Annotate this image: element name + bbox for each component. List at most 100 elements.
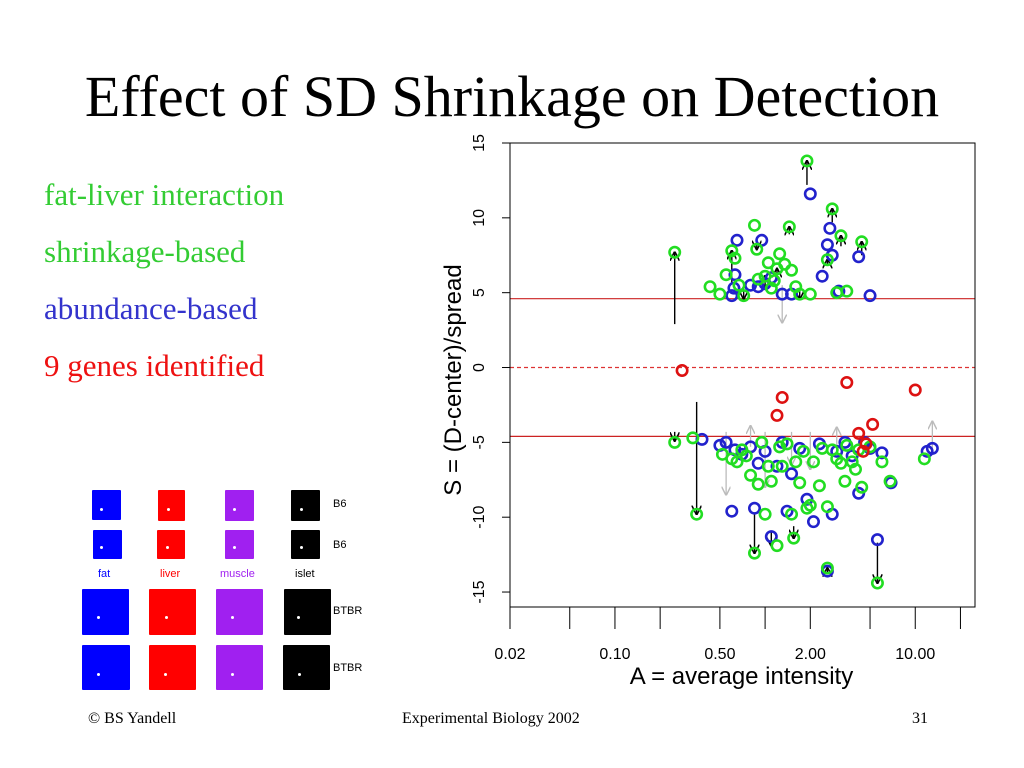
abundance-based-point-21 <box>719 435 733 449</box>
x-tick-label-3: 2.00 <box>795 646 826 663</box>
shrinkage-based-point-16 <box>773 247 787 261</box>
shrinkage-based-point-27 <box>834 229 848 243</box>
shrinkage-based-point-50 <box>787 531 801 545</box>
x-tick-label-0: 0.02 <box>494 646 525 663</box>
shrinkage-based-point-69 <box>855 480 869 494</box>
bullet-genes-identified: 9 genes identified <box>44 348 265 383</box>
shrinkage-based-point-45 <box>770 539 784 553</box>
bullet-shrinkage: shrinkage-based <box>44 234 246 269</box>
shrinkage-based-point-55 <box>803 498 817 512</box>
shrinkage-based-point-23 <box>803 287 817 301</box>
shrinkage-based-point-64 <box>838 474 852 488</box>
bullet-fat-liver: fat-liver interaction <box>44 177 285 212</box>
abundance-based-point-46 <box>870 533 884 547</box>
abundance-based-point-11 <box>803 187 817 201</box>
identified-point-5 <box>856 444 870 458</box>
identified-point-2 <box>775 390 789 404</box>
shrinkage-based-point-18 <box>782 220 796 234</box>
y-tick-label-1: -10 <box>471 506 488 529</box>
shrinkage-based-point-65 <box>840 438 854 452</box>
shrinkage-based-point-8 <box>748 218 762 232</box>
abundance-based-point-26 <box>748 501 762 515</box>
shrinkage-based-point-14 <box>767 274 781 288</box>
shrinkage-based-point-41 <box>755 435 769 449</box>
shrinkage-based-point-22 <box>800 154 814 168</box>
bullet-abundance: abundance-based <box>44 291 258 326</box>
shrinkage-based-point-60 <box>820 561 834 575</box>
abundance-based-point-5 <box>751 280 765 294</box>
shrinkage-based-point-1 <box>703 280 717 294</box>
shrinkage-based-point-13 <box>764 281 778 295</box>
identified-point-6 <box>859 437 873 451</box>
x-tick-label-1: 0.10 <box>599 646 630 663</box>
abundance-based-point-22 <box>725 504 739 518</box>
shrinkage-based-point-28 <box>840 284 854 298</box>
shrinkage-based-point-39 <box>748 546 762 560</box>
slide-title: Effect of SD Shrinkage on Detection <box>84 64 940 129</box>
abundance-based-point-50 <box>925 441 939 455</box>
identified-point-7 <box>866 417 880 431</box>
shrinkage-based-point-56 <box>806 455 820 469</box>
shrinkage-based-point-51 <box>789 455 803 469</box>
abundance-based-point-13 <box>820 238 834 252</box>
shrinkage-based-point-5 <box>728 251 742 265</box>
y-tick-label-6: 15 <box>471 134 488 152</box>
identified-point-3 <box>840 375 854 389</box>
shrinkage-based-point-57 <box>812 479 826 493</box>
shrinkage-based-point-54 <box>800 501 814 515</box>
abundance-based-point-36 <box>806 515 820 529</box>
shrinkage-based-point-73 <box>883 474 897 488</box>
abundance-based-point-2 <box>728 268 742 282</box>
shrinkage-based-point-35 <box>730 455 744 469</box>
shrinkage-based-point-0 <box>668 245 682 259</box>
shrinkage-based-point-72 <box>875 455 889 469</box>
abundance-based-point-0 <box>725 289 739 303</box>
x-axis-label: A = average intensity <box>630 663 853 690</box>
shrinkage-based-point-24 <box>820 253 834 267</box>
shrinkage-based-point-29 <box>855 235 869 249</box>
y-axis-label: S = (D-center)/spread <box>440 264 467 495</box>
shrinkage-based-point-12 <box>761 256 775 270</box>
shrinkage-based-point-6 <box>732 278 746 292</box>
identified-point-4 <box>852 426 866 440</box>
shrinkage-based-point-49 <box>785 507 799 521</box>
shrinkage-based-point-44 <box>764 474 778 488</box>
shrinkage-based-point-46 <box>773 440 787 454</box>
shrinkage-based-point-43 <box>761 459 775 473</box>
identified-point-8 <box>908 383 922 397</box>
abundance-based-point-30 <box>770 459 784 473</box>
shrinkage-based-point-4 <box>725 244 739 258</box>
shrinkage-based-point-42 <box>758 507 772 521</box>
shrinkage-based-point-71 <box>870 576 884 590</box>
shrinkage-based-point-74 <box>917 452 931 466</box>
shrinkage-based-point-10 <box>751 272 765 286</box>
shrinkage-based-point-47 <box>775 459 789 473</box>
shrinkage-based-point-32 <box>690 507 704 521</box>
x-tick-label-4: 10.00 <box>895 646 935 663</box>
x-tick-label-2: 0.50 <box>704 646 735 663</box>
shrinkage-based-point-38 <box>744 468 758 482</box>
shrinkage-based-point-52 <box>793 476 807 490</box>
shrinkage-based-point-7 <box>737 289 751 303</box>
shrinkage-based-point-2 <box>713 287 727 301</box>
identified-point-1 <box>770 408 784 422</box>
bullet-list: fat-liver interaction shrinkage-based ab… <box>44 166 284 394</box>
y-tick-label-4: 5 <box>471 288 488 297</box>
footer-author: © BS Yandell <box>88 710 177 727</box>
abundance-based-point-12 <box>815 269 829 283</box>
y-tick-label-5: 10 <box>471 209 488 227</box>
abundance-based-point-47 <box>875 446 889 460</box>
y-tick-label-3: 0 <box>471 363 488 372</box>
abundance-based-point-33 <box>785 467 799 481</box>
abundance-based-point-17 <box>852 250 866 264</box>
footer-page-number: 31 <box>912 710 928 727</box>
shrinkage-based-point-3 <box>719 268 733 282</box>
shrinkage-based-point-9 <box>750 242 764 256</box>
y-tick-label-0: -15 <box>471 580 488 603</box>
shrinkage-based-point-19 <box>785 263 799 277</box>
y-tick-label-2: -5 <box>471 435 488 449</box>
shrinkage-based-point-31 <box>686 431 700 445</box>
identified-point-0 <box>675 364 689 378</box>
shrinkage-based-point-30 <box>668 435 682 449</box>
